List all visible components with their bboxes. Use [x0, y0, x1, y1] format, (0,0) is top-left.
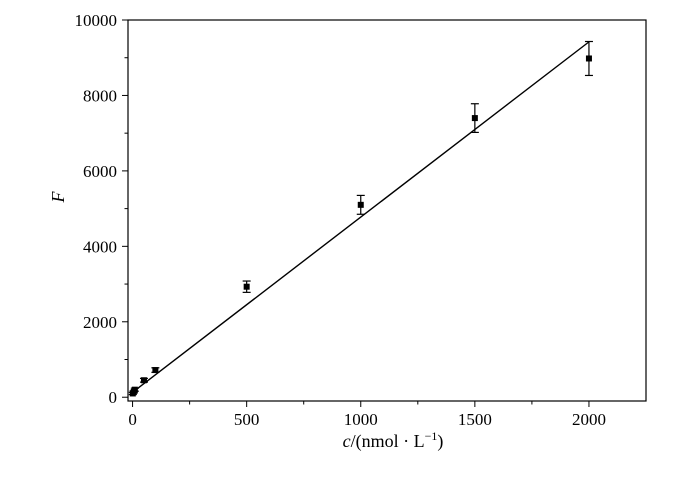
y-tick-label: 4000: [83, 237, 117, 256]
data-point: [140, 377, 147, 384]
data-point: [357, 201, 364, 208]
plot-frame: [127, 19, 647, 402]
x-tick-label: 1000: [344, 410, 378, 429]
data-points-group: [128, 40, 593, 397]
axis-ticks: 0 500 1000 1500 2000 0 2000 4000 6000 8000 10000: [75, 11, 606, 429]
x-axis-variable: c: [343, 431, 351, 451]
y-tick-label: 0: [109, 388, 118, 407]
fit-line: [132, 41, 590, 393]
y-tick-label: 6000: [83, 162, 117, 181]
x-axis-unit-exponent: −1: [425, 429, 438, 443]
data-point: [152, 367, 159, 374]
x-axis-close-paren: ): [437, 431, 443, 452]
x-axis-unit: /(nmol · L: [351, 431, 425, 452]
x-tick-label: 1500: [458, 410, 492, 429]
y-axis-title: F: [48, 191, 68, 204]
x-tick-label: 500: [234, 410, 260, 429]
data-point: [243, 283, 250, 290]
data-point: [471, 115, 478, 122]
data-point: [585, 55, 592, 62]
x-tick-label: 2000: [572, 410, 606, 429]
y-tick-label: 8000: [83, 86, 117, 105]
fit-line-group: [132, 41, 590, 393]
y-tick-label: 10000: [75, 11, 118, 30]
data-point: [131, 386, 138, 393]
y-tick-label: 2000: [83, 313, 117, 332]
x-tick-label: 0: [128, 410, 137, 429]
x-axis-title: c/(nmol · L−1): [343, 429, 444, 452]
